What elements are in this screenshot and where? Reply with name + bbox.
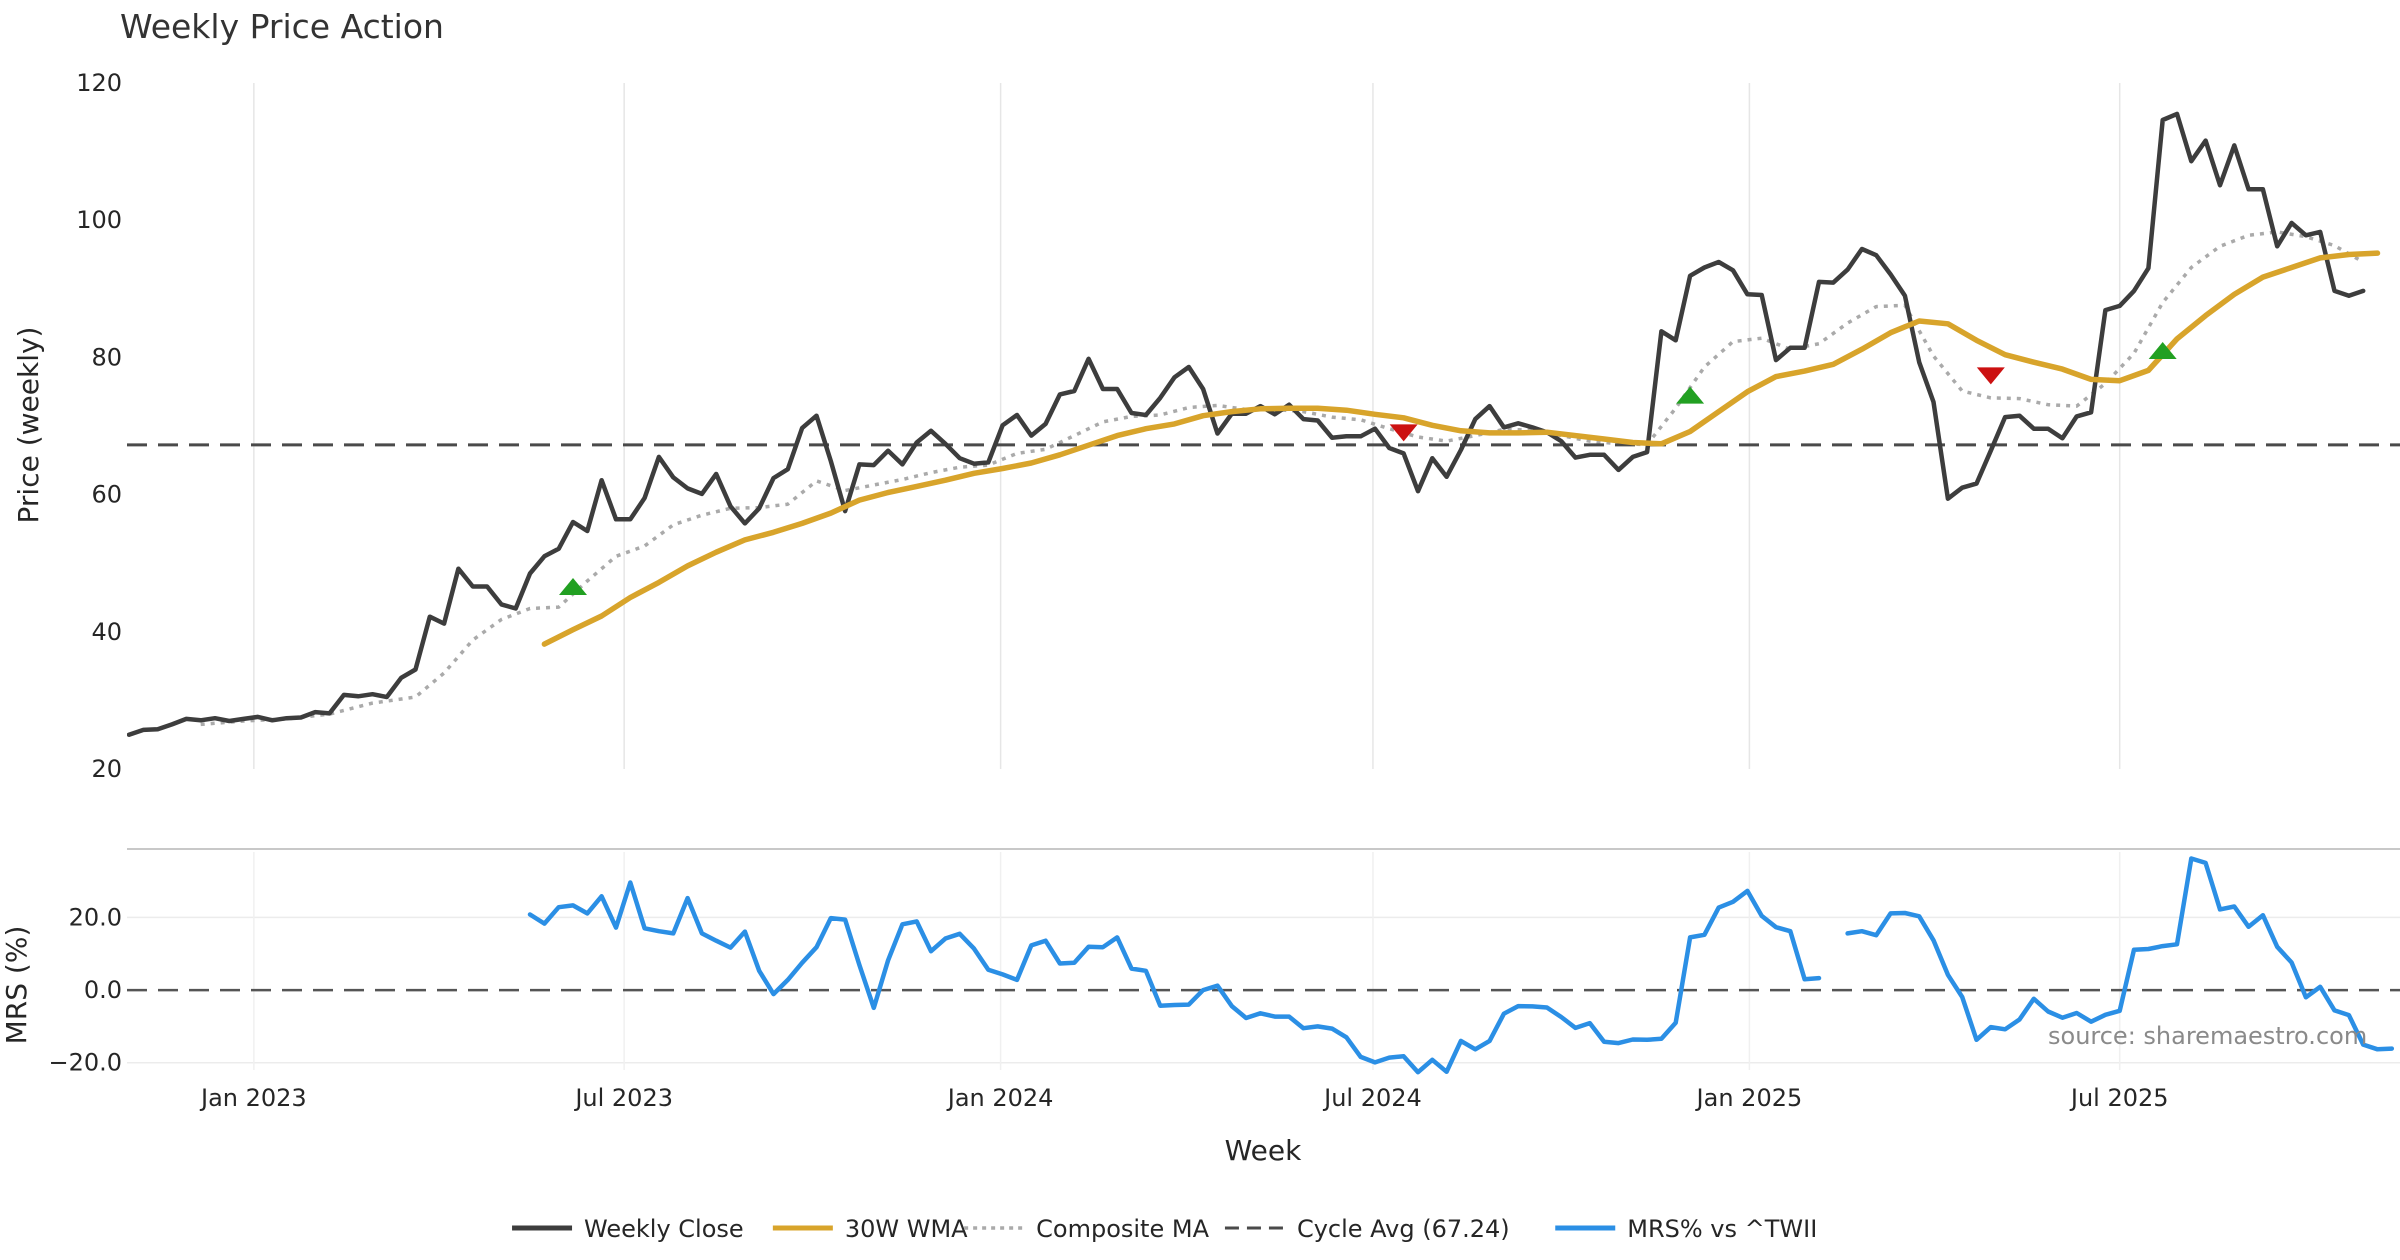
price-y-tick-label: 80 [91, 343, 122, 371]
price-y-tick-label: 100 [76, 206, 122, 234]
legend-label: MRS% vs ^TWII [1627, 1215, 1817, 1243]
legend-label: Composite MA [1036, 1215, 1209, 1243]
legend-item: Cycle Avg (67.24) [1224, 1215, 1510, 1243]
legend-item: Weekly Close [512, 1215, 744, 1243]
bottom-y-ticks: 20.0 0.0 −20.0 [48, 903, 122, 1076]
legend-item: Composite MA [964, 1215, 1210, 1243]
x-tick-label: Jul 2024 [1322, 1084, 1422, 1112]
price-y-tick-label: 120 [76, 69, 122, 97]
x-tick-label: Jan 2024 [946, 1084, 1054, 1112]
x-tick-label: Jul 2023 [573, 1084, 673, 1112]
legend-item: MRS% vs ^TWII [1555, 1215, 1817, 1243]
price-plot-area [127, 111, 2400, 737]
top-gridlines [253, 83, 2121, 769]
x-tick-label: Jan 2023 [199, 1084, 307, 1112]
top-y-ticks: 20 40 60 80 100 120 [76, 69, 122, 783]
legend-item: 30W WMA [772, 1215, 968, 1243]
chart-title: Weekly Price Action [120, 7, 444, 46]
mrs-y-tick-label: −20.0 [48, 1049, 122, 1077]
mrs-line [1845, 856, 2395, 1052]
price-y-tick-label: 60 [91, 481, 122, 509]
composite-ma-line [200, 230, 2365, 727]
x-tick-label: Jan 2025 [1695, 1084, 1803, 1112]
x-axis-title: Week [1225, 1134, 1302, 1167]
x-axis-ticks: Jan 2023 Jul 2023 Jan 2024 Jul 2024 Jan 2025… [199, 1084, 2169, 1112]
source-note: source: sharemaestro.com [2048, 1022, 2367, 1050]
price-y-tick-label: 40 [91, 618, 122, 646]
buy-signal-marker [2148, 342, 2177, 360]
sell-signal-marker [1976, 367, 2005, 385]
mrs-axis-title: MRS (%) [0, 926, 33, 1045]
legend: Weekly Close 30W WMA Composite MA Cycle Avg… [512, 1215, 1817, 1243]
mrs-y-tick-label: 0.0 [84, 976, 122, 1004]
buy-signal-marker [559, 578, 588, 596]
sell-signal-marker [1389, 424, 1418, 442]
price-axis-title: Price (weekly) [12, 327, 45, 524]
price-y-tick-label: 20 [91, 755, 122, 783]
mrs-y-tick-label: 20.0 [69, 903, 122, 931]
bottom-gridlines [127, 852, 2400, 1070]
x-tick-label: Jul 2025 [2069, 1084, 2169, 1112]
mrs-plot-area [127, 856, 2400, 1075]
legend-label: Weekly Close [584, 1215, 744, 1243]
buy-signal-marker [1676, 386, 1705, 404]
legend-label: Cycle Avg (67.24) [1297, 1215, 1510, 1243]
wma-30w-line [541, 250, 2381, 647]
legend-label: 30W WMA [845, 1215, 968, 1243]
mrs-line [527, 880, 1822, 1075]
weekly-close-line [127, 111, 2366, 737]
